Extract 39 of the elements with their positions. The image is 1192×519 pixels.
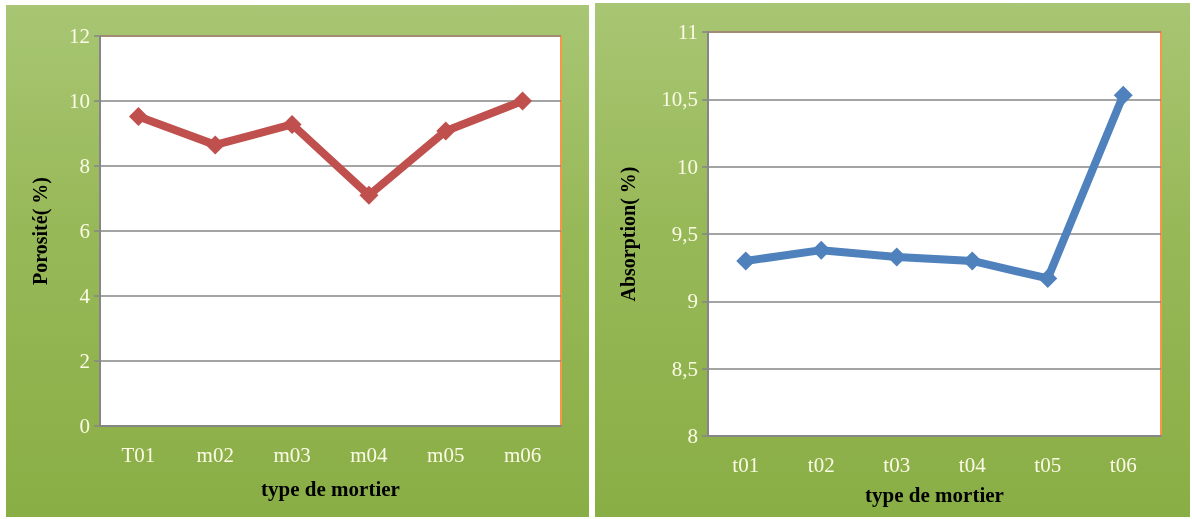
point [282, 114, 302, 134]
point [205, 135, 225, 155]
point [128, 107, 148, 127]
y-tick-label: 0 [79, 414, 90, 438]
y-tick-label: 4 [79, 284, 91, 308]
y-tick-label: 10 [677, 154, 698, 179]
y-tick-label: 10,5 [661, 87, 698, 112]
x-tick-label: m05 [427, 442, 465, 467]
y-tick-label: 8 [79, 154, 90, 178]
y-axis-title: Absorption( %) [617, 166, 640, 302]
y-tick-label: 9 [687, 289, 698, 314]
point [1113, 85, 1133, 105]
x-axis-title: type de mortier [261, 476, 400, 501]
x-tick-label: t06 [1109, 452, 1137, 477]
x-axis-title: type de mortier [865, 482, 1004, 507]
y-tick-label: 2 [79, 349, 90, 373]
y-tick-label: 9,5 [671, 222, 698, 246]
x-tick-label: t04 [958, 452, 987, 477]
point [811, 240, 831, 260]
y-axis-title: Porosité( %) [29, 177, 52, 285]
point [1038, 268, 1058, 288]
y-tick-label: 8,5 [671, 356, 698, 381]
x-tick-label: m06 [503, 442, 542, 467]
point [359, 185, 379, 205]
y-tick-label: 10 [69, 89, 90, 113]
y-tick-label: 12 [69, 24, 90, 48]
y-tick-label: 11 [677, 20, 698, 44]
x-tick-label: T01 [121, 442, 156, 467]
x-tick-label: m02 [196, 442, 234, 467]
x-tick-label: t02 [807, 452, 835, 477]
y-tick-label: 6 [79, 219, 90, 243]
point [513, 91, 533, 111]
x-tick-label: m04 [350, 442, 389, 467]
point [436, 121, 456, 141]
x-tick-label: t03 [883, 452, 911, 477]
x-tick-label: t01 [732, 452, 760, 477]
x-tick-label: t05 [1034, 452, 1062, 477]
y-tick-label: 8 [687, 424, 698, 448]
x-tick-label: m03 [273, 442, 311, 467]
